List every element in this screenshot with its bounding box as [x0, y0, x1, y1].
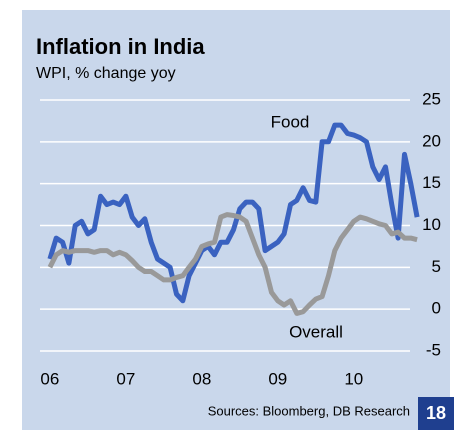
- x-tick-label: 07: [116, 369, 135, 388]
- y-tick-label: 15: [422, 173, 441, 192]
- chart-title: Inflation in India: [36, 34, 205, 59]
- line-0: [47, 122, 420, 304]
- x-tick-label: 08: [192, 369, 211, 388]
- x-tick-label: 09: [268, 369, 287, 388]
- page-number-box: [418, 397, 454, 430]
- chart-subtitle: WPI, % change yoy: [36, 65, 176, 82]
- y-tick-label: 5: [432, 257, 441, 276]
- page-number: 18: [426, 403, 446, 423]
- y-tick-label: 25: [422, 89, 441, 108]
- y-tick-label: 20: [422, 131, 441, 150]
- x-tick-label: 10: [344, 369, 363, 388]
- y-tick-label: 0: [432, 299, 441, 318]
- y-tick-label: -5: [426, 340, 441, 359]
- series-label: Food: [271, 112, 310, 131]
- y-tick-label: 10: [422, 215, 441, 234]
- source: Sources: Bloomberg, DB Research: [208, 403, 410, 418]
- x-tick-label: 06: [40, 369, 59, 388]
- line-1: [47, 212, 418, 316]
- series-label: Overall: [289, 322, 343, 341]
